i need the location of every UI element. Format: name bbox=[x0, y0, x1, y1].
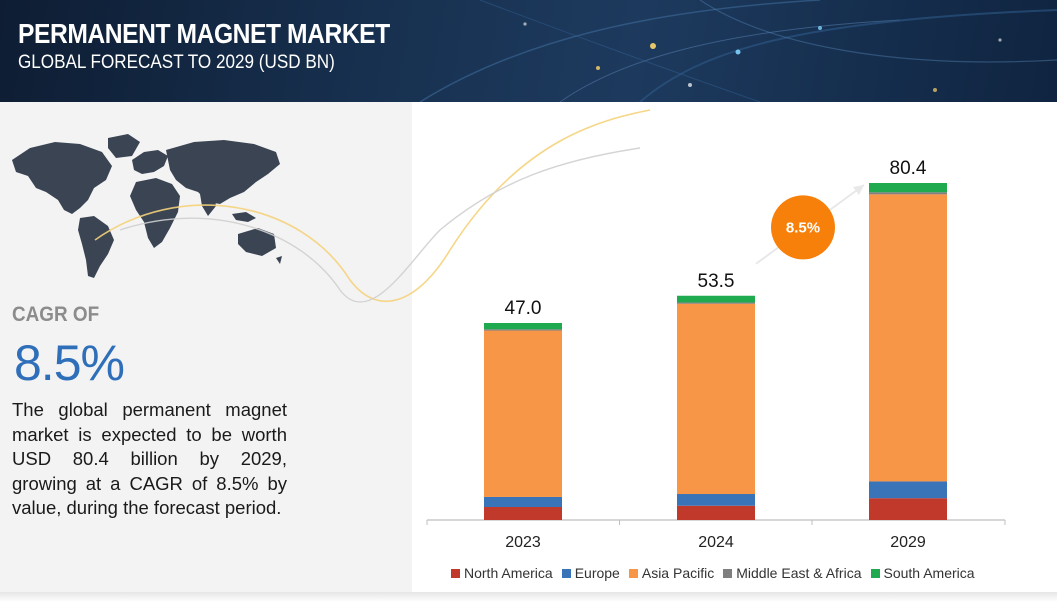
legend-swatch bbox=[723, 568, 733, 578]
bar-segment-asia-pacific-2023 bbox=[484, 330, 562, 497]
legend-item: Asia Pacific bbox=[628, 565, 715, 581]
cagr-label: CAGR OF bbox=[12, 303, 100, 326]
bar-segment-middle-east-africa-2023 bbox=[484, 329, 562, 331]
bar-segment-north-america-2029 bbox=[869, 498, 947, 520]
bar-segment-north-america-2024 bbox=[677, 505, 755, 520]
legend-item: Middle East & Africa bbox=[723, 565, 862, 581]
bottom-shadow bbox=[0, 592, 1057, 602]
x-tick-label: 2023 bbox=[505, 534, 541, 551]
x-tick-label: 2029 bbox=[890, 534, 926, 551]
legend-item: Europe bbox=[561, 565, 620, 581]
decorative-yellow-curve bbox=[94, 109, 651, 303]
chart-subtitle: GLOBAL FORECAST TO 2029 (USD BN) bbox=[18, 52, 335, 73]
bar-segment-middle-east-africa-2029 bbox=[869, 192, 947, 195]
chart-title: PERMANENT MAGNET MARKET bbox=[18, 18, 390, 49]
total-value-label: 80.4 bbox=[890, 158, 927, 179]
legend-item: North America bbox=[451, 565, 553, 581]
cagr-badge-label: 8.5% bbox=[786, 219, 820, 236]
bar-segment-north-america-2023 bbox=[484, 507, 562, 520]
legend-label: South America bbox=[883, 565, 975, 581]
cagr-value: 8.5% bbox=[14, 335, 125, 391]
decorative-grey-curve bbox=[119, 147, 641, 303]
bar-segment-south-america-2029 bbox=[869, 183, 947, 193]
legend-item: South America bbox=[870, 565, 975, 581]
bar-segment-asia-pacific-2024 bbox=[677, 303, 755, 495]
x-tick-label: 2024 bbox=[698, 534, 734, 551]
growth-arrow-head bbox=[853, 185, 864, 195]
bar-segment-south-america-2024 bbox=[677, 295, 755, 303]
legend-label: Middle East & Africa bbox=[736, 565, 862, 581]
legend-label: Europe bbox=[574, 565, 620, 581]
legend-swatch bbox=[451, 568, 460, 578]
bar-segment-asia-pacific-2029 bbox=[869, 194, 947, 482]
chart-legend: North America Europe Asia Pacific Middle Ea… bbox=[451, 565, 984, 581]
header-light-streaks bbox=[419, 0, 1057, 102]
cagr-badge bbox=[771, 195, 835, 260]
total-value-label: 47.0 bbox=[505, 298, 542, 319]
world-map-icon bbox=[12, 134, 282, 278]
legend-swatch bbox=[628, 568, 638, 578]
bar-segment-middle-east-africa-2024 bbox=[677, 302, 755, 304]
legend-swatch bbox=[870, 568, 880, 578]
legend-swatch bbox=[561, 568, 571, 578]
legend-label: Asia Pacific bbox=[641, 565, 715, 581]
total-value-label: 53.5 bbox=[698, 271, 735, 292]
legend-label: North America bbox=[464, 565, 553, 581]
header-banner: PERMANENT MAGNET MARKET GLOBAL FORECAST … bbox=[0, 0, 1057, 102]
bar-segment-europe-2029 bbox=[869, 481, 947, 499]
market-description: The global permanent magnet market is ex… bbox=[12, 399, 287, 518]
bar-segment-europe-2024 bbox=[677, 494, 755, 506]
bar-segment-europe-2023 bbox=[484, 496, 562, 508]
bar-segment-south-america-2023 bbox=[484, 322, 562, 330]
